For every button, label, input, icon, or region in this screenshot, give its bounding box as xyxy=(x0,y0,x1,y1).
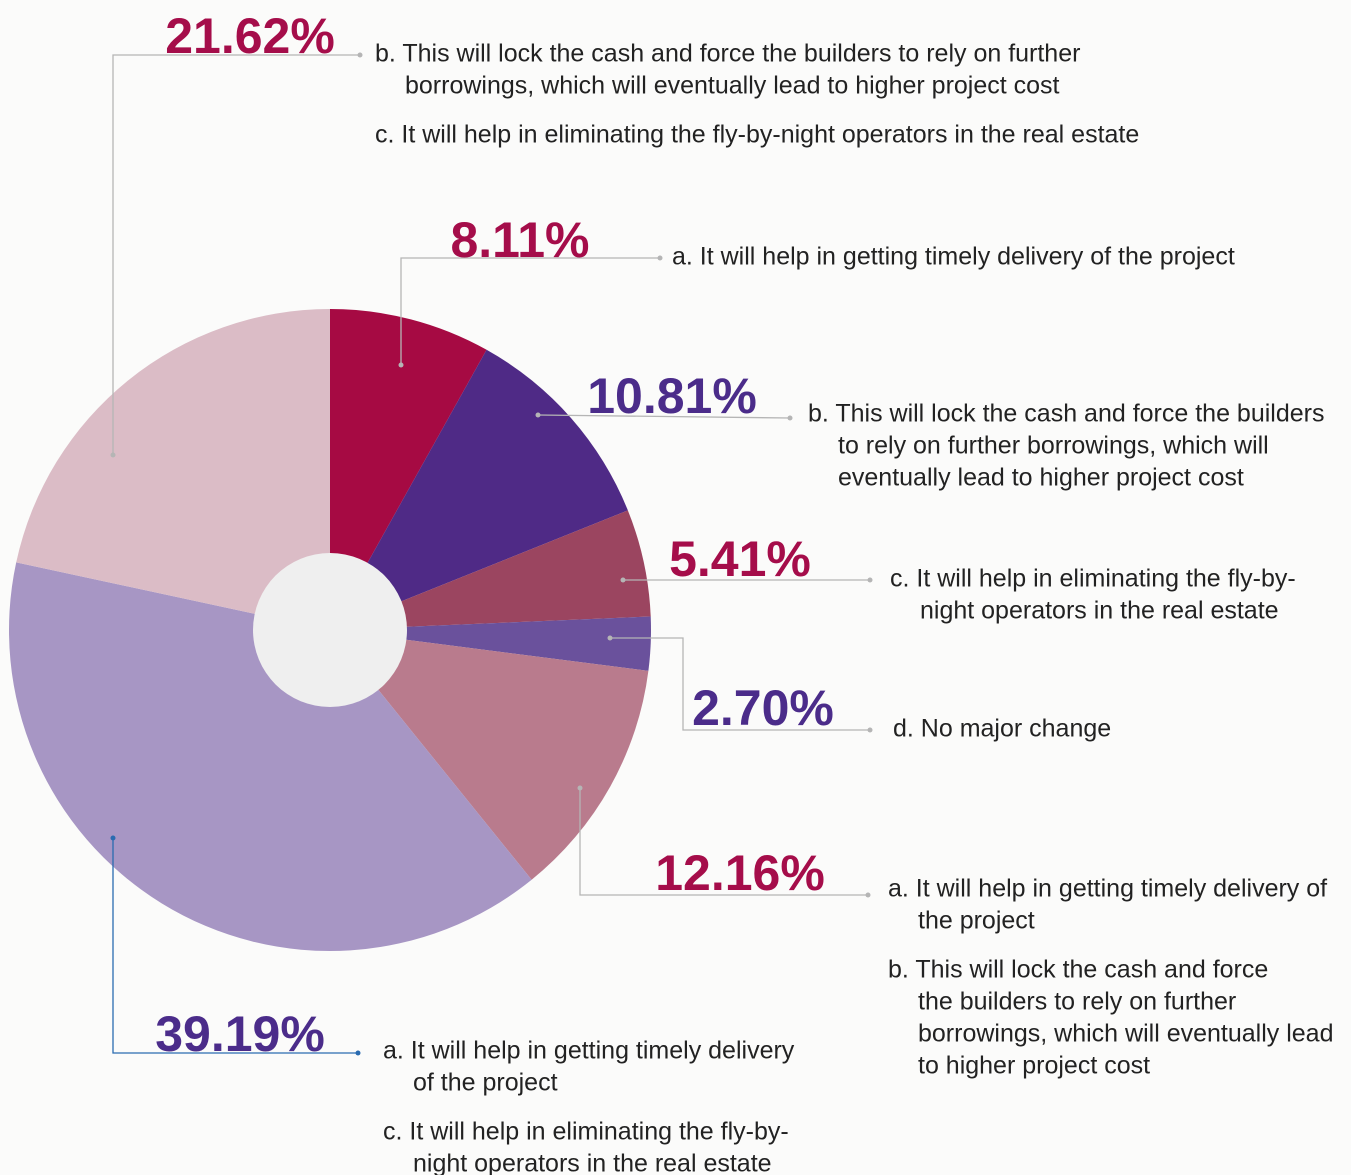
leader-dot xyxy=(357,52,363,58)
pie-slice xyxy=(330,616,651,671)
leader-dot xyxy=(110,835,116,841)
note-line: the builders to rely on further xyxy=(918,988,1236,1016)
leader-dot xyxy=(355,1050,361,1056)
note-line: b. This will lock the cash and force the… xyxy=(808,400,1324,428)
note-line: c. It will help in eliminating the fly-b… xyxy=(375,121,1139,149)
note-line: borrowings, which will eventually lead t… xyxy=(405,72,1060,100)
note-line: night operators in the real estate xyxy=(413,1150,772,1175)
leader-line xyxy=(112,838,358,1054)
value-label: 39.19% xyxy=(155,1006,325,1062)
leader-dot xyxy=(865,892,871,898)
note-line: night operators in the real estate xyxy=(920,597,1279,625)
note-line: to higher project cost xyxy=(918,1052,1150,1080)
donut-hole xyxy=(253,553,407,707)
value-label: 8.11% xyxy=(450,212,589,268)
note-line: eventually lead to higher project cost xyxy=(838,464,1244,492)
pie-slice xyxy=(16,309,330,630)
pie-slice xyxy=(9,562,532,951)
note-line: c. It will help in eliminating the fly-b… xyxy=(383,1118,789,1146)
pie-slice xyxy=(330,630,649,880)
leader-line xyxy=(579,788,868,896)
value-label: 12.16% xyxy=(655,845,825,901)
leader-dot xyxy=(110,452,116,458)
note-line: a. It will help in getting timely delive… xyxy=(888,875,1327,903)
note-line: a. It will help in getting timely delive… xyxy=(672,243,1235,271)
value-label: 5.41% xyxy=(669,531,811,587)
pie-slice xyxy=(330,510,651,630)
value-label: 21.62% xyxy=(165,8,335,64)
pie-slice xyxy=(330,349,628,630)
pie-slice xyxy=(330,309,487,630)
value-label: 10.81% xyxy=(587,368,757,424)
note-line: d. No major change xyxy=(893,715,1111,743)
value-label: 2.70% xyxy=(692,680,834,736)
note-line: to rely on further borrowings, which wil… xyxy=(838,432,1269,460)
note-line: b. This will lock the cash and force xyxy=(888,956,1268,984)
leader-dot xyxy=(787,415,793,421)
note-line: the project xyxy=(918,907,1035,935)
leader-dot xyxy=(577,785,583,791)
leader-line xyxy=(610,637,870,731)
leader-dot xyxy=(867,577,873,583)
leader-line xyxy=(400,257,660,365)
note-line: of the project xyxy=(413,1069,558,1097)
leader-dot xyxy=(398,362,404,368)
note-line: c. It will help in eliminating the fly-b… xyxy=(890,565,1296,593)
note-line: a. It will help in getting timely delive… xyxy=(383,1037,795,1065)
note-line: b. This will lock the cash and force the… xyxy=(375,40,1080,68)
leader-dot xyxy=(620,577,626,583)
leader-dot xyxy=(535,412,541,418)
leader-dot xyxy=(657,255,663,261)
leader-dot xyxy=(867,727,873,733)
note-line: borrowings, which will eventually lead xyxy=(918,1020,1333,1048)
leader-line xyxy=(537,414,791,419)
leader-line xyxy=(112,54,360,455)
leader-dot xyxy=(607,635,613,641)
